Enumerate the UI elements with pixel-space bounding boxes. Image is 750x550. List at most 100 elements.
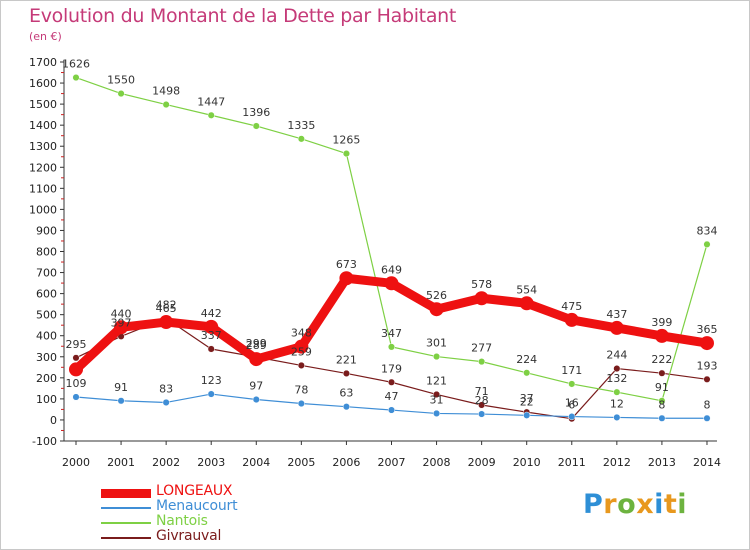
brand-letter: P: [583, 489, 604, 520]
data-point-longeaux: [159, 315, 174, 330]
data-point-menaucourt: [252, 395, 260, 404]
data-label-longeaux: 442: [201, 307, 222, 320]
data-label-givrauval: 295: [66, 338, 87, 351]
data-point-menaucourt: [433, 409, 441, 417]
y-tick-label: 1300: [29, 140, 57, 153]
data-label-nantois: 91: [655, 381, 669, 394]
data-point-menaucourt: [703, 414, 711, 422]
legend-item-nantois: Nantois: [101, 513, 361, 530]
data-label-longeaux: 437: [606, 308, 627, 321]
data-point-nantois: [162, 100, 170, 109]
data-point-longeaux: [69, 362, 83, 377]
data-label-menaucourt: 123: [201, 374, 222, 387]
data-label-menaucourt: 83: [159, 382, 173, 395]
data-point-longeaux: [564, 312, 579, 327]
y-tick-label: 1000: [29, 203, 57, 216]
y-tick-label: 200: [36, 372, 57, 385]
data-label-menaucourt: 31: [430, 393, 444, 406]
data-label-nantois: 1396: [242, 106, 270, 119]
data-point-nantois: [568, 380, 576, 388]
data-point-longeaux: [339, 271, 354, 286]
data-point-menaucourt: [387, 406, 396, 414]
brand-logo: Proxiti: [583, 489, 687, 520]
data-label-givrauval: 121: [426, 374, 447, 387]
data-label-menaucourt: 28: [475, 394, 489, 407]
data-label-menaucourt: 22: [520, 395, 534, 408]
brand-letter: i: [654, 489, 664, 520]
data-label-givrauval: 71: [475, 385, 489, 398]
brand-letter: t: [663, 489, 678, 520]
data-point-longeaux: [609, 320, 624, 335]
data-point-menaucourt: [613, 413, 621, 421]
data-label-menaucourt: 16: [565, 397, 579, 410]
x-tick-label: 2000: [62, 456, 90, 469]
data-label-givrauval: 222: [651, 353, 672, 366]
data-label-menaucourt: 91: [114, 381, 128, 394]
x-tick-label: 2008: [423, 456, 451, 469]
y-tick-label: 600: [36, 288, 57, 301]
y-tick-label: -100: [32, 435, 57, 448]
data-label-menaucourt: 47: [384, 390, 398, 403]
legend-swatch-givrauval: [101, 537, 151, 539]
x-tick-label: 2011: [558, 456, 586, 469]
y-tick-label: 1600: [29, 77, 57, 90]
y-tick-label: 900: [36, 224, 57, 237]
data-point-givrauval: [658, 369, 666, 377]
data-point-longeaux: [699, 336, 714, 351]
data-label-longeaux: 649: [381, 263, 402, 276]
data-point-givrauval: [342, 369, 350, 377]
data-label-menaucourt: 12: [610, 397, 624, 410]
x-tick-label: 2014: [693, 456, 721, 469]
x-tick-label: 2004: [242, 456, 270, 469]
data-label-nantois: 1498: [152, 85, 180, 98]
y-tick-label: 800: [36, 246, 57, 259]
data-label-menaucourt: 109: [66, 377, 87, 390]
data-point-longeaux: [204, 319, 219, 334]
data-label-longeaux: 465: [156, 302, 177, 315]
brand-letter: r: [603, 489, 618, 520]
data-point-nantois: [207, 111, 215, 119]
data-point-nantois: [433, 353, 441, 361]
data-point-nantois: [613, 388, 621, 396]
x-tick-label: 2009: [468, 456, 496, 469]
data-point-menaucourt: [207, 390, 215, 398]
data-label-longeaux: 289: [246, 339, 267, 352]
y-tick-label: 700: [36, 267, 57, 280]
data-point-menaucourt: [342, 403, 350, 411]
data-point-givrauval: [703, 375, 711, 383]
data-point-longeaux: [114, 320, 129, 335]
data-point-nantois: [252, 122, 260, 130]
data-point-nantois: [387, 343, 396, 351]
data-point-menaucourt: [297, 399, 305, 408]
data-label-givrauval: 6: [568, 399, 575, 412]
x-tick-label: 2005: [287, 456, 315, 469]
legend-swatch-menaucourt: [101, 507, 151, 509]
data-point-nantois: [703, 240, 711, 248]
data-point-menaucourt: [478, 410, 486, 418]
x-tick-label: 2010: [513, 456, 541, 469]
data-label-menaucourt: 78: [294, 384, 308, 397]
data-label-longeaux: 440: [111, 307, 132, 320]
data-point-nantois: [297, 135, 305, 143]
y-tick-label: 1700: [29, 56, 57, 69]
legend-item-longeaux: LONGEAUX: [101, 483, 361, 500]
data-label-longeaux: 673: [336, 258, 357, 271]
legend-label-menaucourt: Menaucourt: [156, 498, 238, 514]
legend-item-givrauval: Givrauval: [101, 528, 361, 545]
y-tick-label: 1500: [29, 98, 57, 111]
x-tick-label: 2002: [152, 456, 180, 469]
legend-swatch-nantois: [101, 522, 151, 524]
data-label-menaucourt: 8: [658, 398, 665, 411]
x-tick-label: 2001: [107, 456, 135, 469]
y-tick-label: 0: [50, 414, 57, 427]
data-point-givrauval: [613, 365, 621, 373]
data-label-nantois: 1265: [332, 134, 360, 147]
x-tick-label: 2007: [377, 456, 405, 469]
data-label-nantois: 1626: [62, 58, 90, 71]
brand-letter: i: [677, 489, 688, 520]
data-label-longeaux: 526: [426, 289, 447, 302]
data-point-longeaux: [519, 296, 534, 311]
data-point-menaucourt: [72, 393, 80, 401]
data-label-givrauval: 193: [696, 359, 717, 372]
